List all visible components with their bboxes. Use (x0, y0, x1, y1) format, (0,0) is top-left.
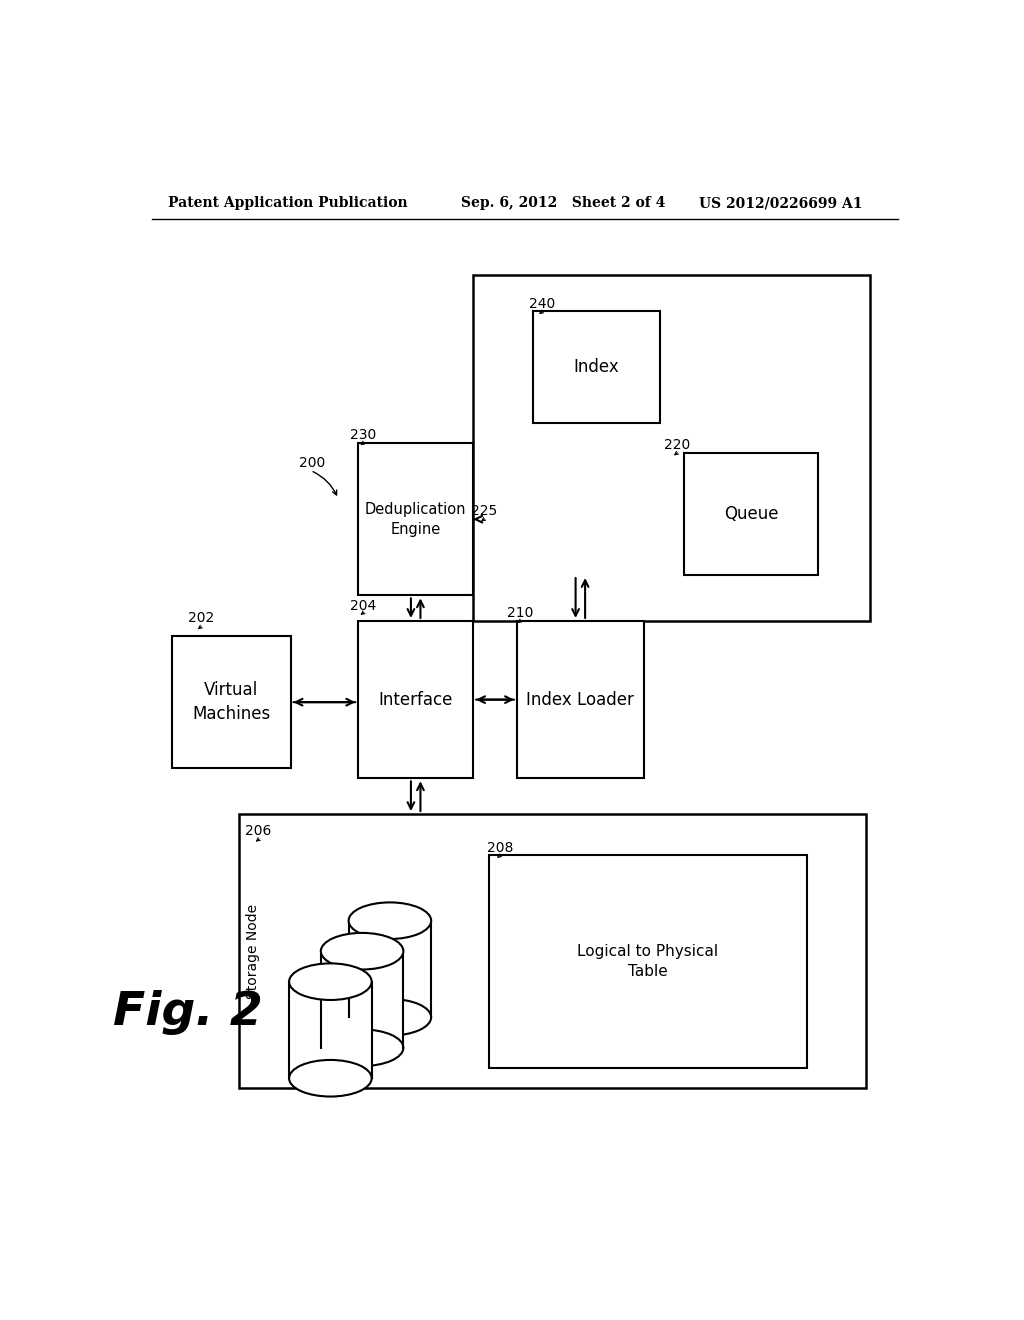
Bar (684, 453, 818, 576)
Text: Deduplication
Engine: Deduplication Engine (365, 502, 466, 537)
Bar (532, 312, 659, 422)
Text: Storage Node: Storage Node (247, 904, 260, 999)
Text: 230: 230 (350, 428, 377, 442)
Bar (289, 982, 372, 1078)
Bar (358, 620, 473, 779)
Text: 220: 220 (664, 438, 690, 451)
Ellipse shape (321, 933, 403, 969)
Text: 208: 208 (486, 841, 513, 854)
Bar (489, 854, 807, 1068)
Text: Queue: Queue (724, 506, 778, 523)
Bar (348, 921, 431, 1018)
Text: Interface: Interface (379, 690, 453, 709)
Bar (358, 444, 473, 595)
Ellipse shape (289, 1060, 372, 1097)
Text: Index Loader: Index Loader (526, 690, 634, 709)
Bar (240, 814, 866, 1089)
Text: 240: 240 (528, 297, 555, 310)
Bar (172, 636, 291, 768)
Ellipse shape (321, 1030, 403, 1067)
Ellipse shape (348, 999, 431, 1036)
Text: 206: 206 (246, 824, 271, 838)
Text: 200: 200 (299, 457, 325, 470)
Text: 204: 204 (350, 598, 377, 612)
Bar (517, 620, 644, 779)
Bar (321, 952, 403, 1048)
Bar (473, 276, 870, 620)
Text: Virtual
Machines: Virtual Machines (193, 681, 270, 723)
Text: 202: 202 (187, 611, 214, 624)
Text: 210: 210 (507, 606, 534, 619)
Text: Logical to Physical
Table: Logical to Physical Table (578, 944, 719, 978)
Text: Patent Application Publication: Patent Application Publication (168, 197, 408, 210)
Text: Fig. 2: Fig. 2 (113, 990, 262, 1035)
Text: US 2012/0226699 A1: US 2012/0226699 A1 (699, 197, 863, 210)
Text: 225: 225 (471, 504, 497, 517)
Ellipse shape (348, 903, 431, 939)
Ellipse shape (289, 964, 372, 1001)
Text: Index: Index (573, 358, 620, 376)
Text: Sep. 6, 2012   Sheet 2 of 4: Sep. 6, 2012 Sheet 2 of 4 (461, 197, 666, 210)
